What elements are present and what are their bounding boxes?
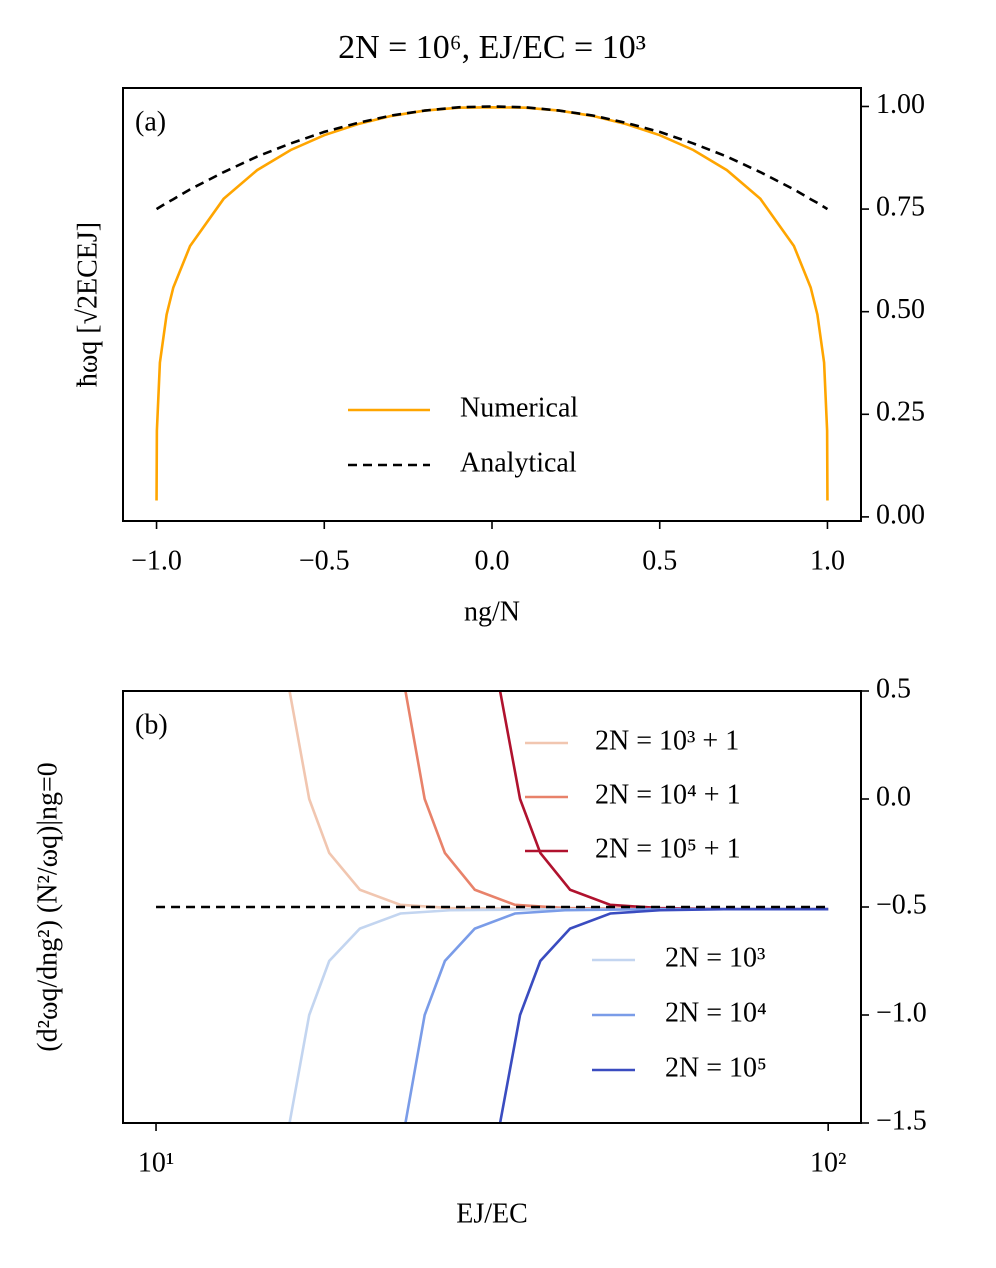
- y-axis-label: ħωq [√2ECEJ]: [72, 222, 103, 387]
- y-tick-label: 0.50: [876, 294, 925, 325]
- panel-label: (a): [135, 106, 166, 137]
- y-tick-label: 0.75: [876, 191, 925, 222]
- legend-label: Numerical: [460, 392, 578, 423]
- y-tick-label: −1.0: [876, 997, 927, 1028]
- x-tick-label: −0.5: [299, 545, 350, 576]
- legend-label: 2N = 10⁴: [665, 997, 767, 1028]
- y-tick-label: 1.00: [876, 89, 925, 120]
- panel-label: (b): [135, 709, 168, 740]
- plot-area: [155, 105, 829, 501]
- legend-label: 2N = 10⁵: [665, 1052, 767, 1083]
- legend-label: Analytical: [460, 447, 577, 478]
- x-tick-label: 10¹: [138, 1147, 174, 1178]
- chart-title: 2N = 10⁶, EJ/EC = 10³: [338, 29, 646, 66]
- legend-label: 2N = 10⁴ + 1: [595, 779, 741, 810]
- legend-label: 2N = 10³ + 1: [595, 725, 739, 756]
- y-tick-label: 0.5: [876, 673, 911, 704]
- data-line: [498, 907, 829, 1123]
- data-line: [155, 105, 829, 211]
- legend-label: 2N = 10⁵ + 1: [595, 833, 741, 864]
- y-tick-label: 0.25: [876, 397, 925, 428]
- legend-label: 2N = 10³: [665, 942, 765, 973]
- x-axis-label: ng/N: [464, 596, 520, 627]
- plot-area: [156, 691, 829, 1123]
- y-axis-label: (d²ωq/dng²) (N²/ωq)|ng=0: [32, 762, 63, 1052]
- data-line: [404, 907, 829, 1123]
- data-line: [155, 105, 829, 501]
- x-tick-label: 0.5: [642, 545, 677, 576]
- x-axis-label: EJ/EC: [456, 1198, 528, 1229]
- x-tick-label: 1.0: [810, 545, 845, 576]
- y-tick-label: −1.5: [876, 1105, 927, 1136]
- y-tick-label: 0.00: [876, 499, 925, 530]
- x-tick-label: 10²: [810, 1147, 846, 1178]
- data-line: [288, 907, 829, 1123]
- y-tick-label: 0.0: [876, 781, 911, 812]
- x-tick-label: 0.0: [475, 545, 510, 576]
- x-tick-label: −1.0: [131, 545, 182, 576]
- y-tick-label: −0.5: [876, 889, 927, 920]
